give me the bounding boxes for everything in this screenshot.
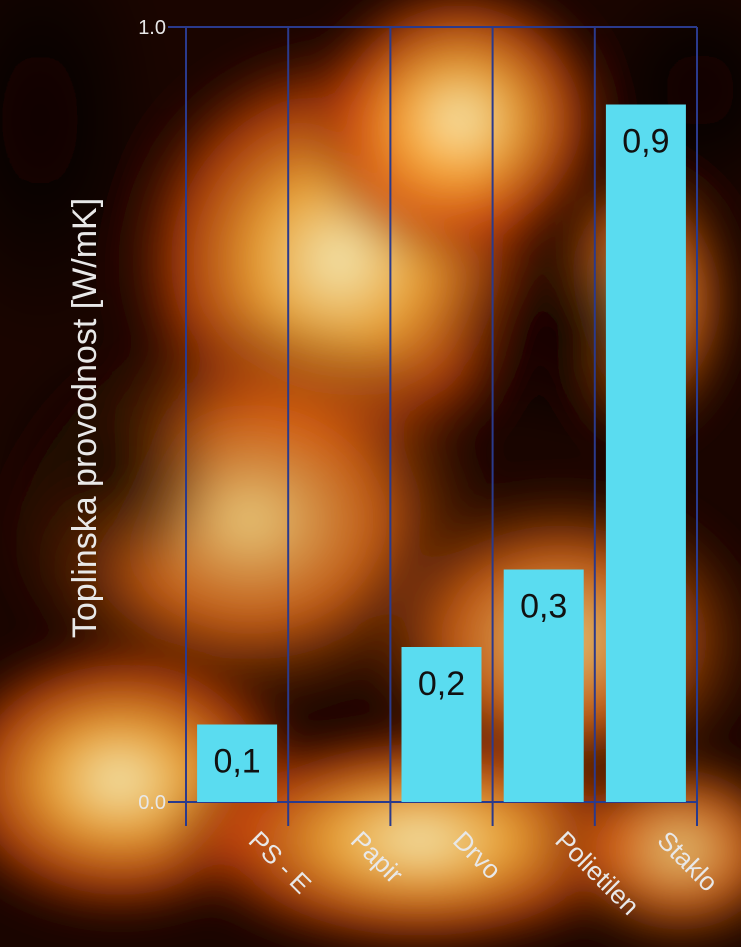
data-label: 0,2 [418,665,465,703]
data-label: 0,1 [213,743,260,781]
y-tick-label: 1.0 [138,17,166,39]
y-tick-label: 0.0 [138,792,166,814]
bar [503,569,584,802]
bars: 0,1 0,2 0,3 0,9 [197,104,686,802]
y-axis-ticks: 1.0 0.0 [138,17,166,814]
data-label: 0,3 [520,588,567,626]
bar [401,647,482,802]
data-label: 0,9 [622,123,669,161]
y-axis-label: Toplinska provodnost [W/mK] [66,198,104,638]
bar [197,724,278,802]
bar [605,104,686,802]
